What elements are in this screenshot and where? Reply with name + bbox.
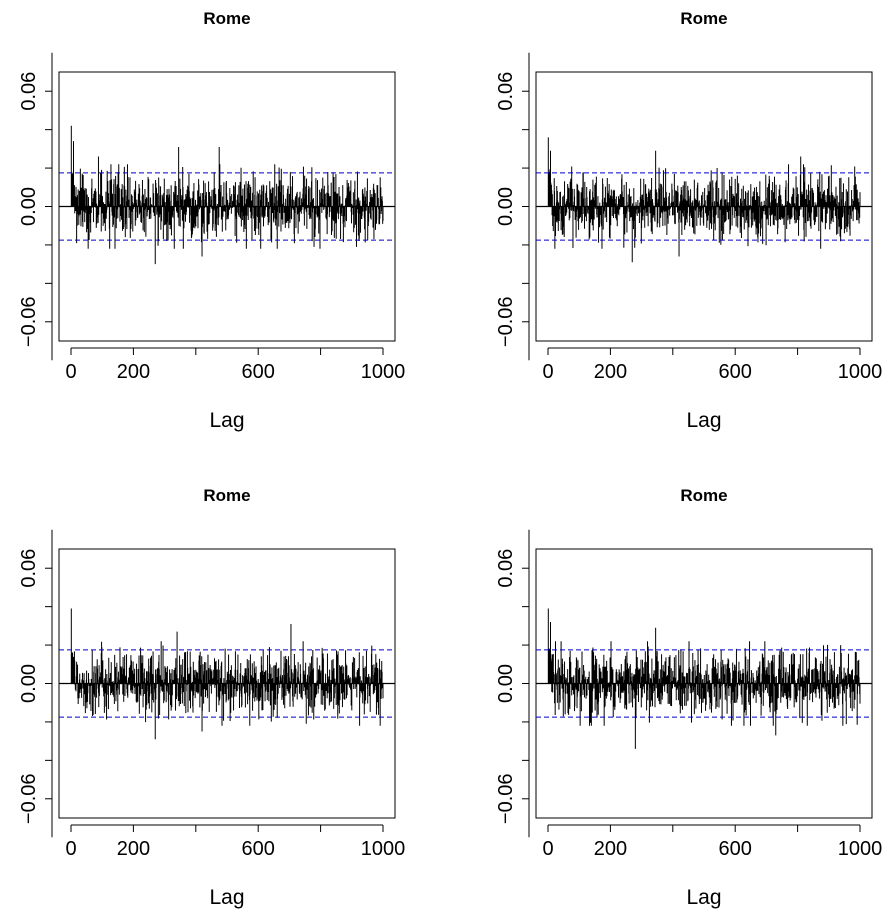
y-tick-label: 0.00 [495,664,517,703]
y-tick-label: −0.06 [18,296,40,347]
y-tick-label: 0.00 [495,187,517,226]
chart-title: Rome [203,9,250,28]
acf-spikes [70,608,384,740]
x-tick-label: 600 [242,838,275,860]
acf-panel-top-left: 0 200 600 1000 −0.06 0.00 0.06 Rome Lag [18,9,405,432]
acf-spikes [547,137,861,263]
acf-bars [70,125,384,265]
x-tick-label: 600 [242,361,275,383]
x-axis-label: Lag [209,409,244,432]
acf-bars [70,608,384,740]
x-axis-label: Lag [686,409,721,432]
y-axis: −0.06 0.00 0.06 [495,529,530,838]
acf-panel-bottom-right: 0 200 600 1000 −0.06 0.00 0.06 Rome Lag [495,486,882,909]
y-tick-label: −0.06 [495,773,517,824]
y-axis: −0.06 0.00 0.06 [495,52,530,361]
x-tick-label: 200 [594,838,627,860]
y-tick-label: 0.06 [18,549,40,588]
y-axis: −0.06 0.00 0.06 [18,529,53,838]
x-axis: 0 200 600 1000 [542,824,883,860]
x-tick-label: 200 [117,838,150,860]
y-axis: −0.06 0.00 0.06 [18,52,53,361]
acf-bars [547,137,861,263]
y-tick-label: 0.00 [18,187,40,226]
chart-title: Rome [203,486,250,505]
x-tick-label: 0 [65,361,76,383]
x-axis: 0 200 600 1000 [542,347,883,383]
y-tick-label: 0.00 [18,664,40,703]
x-axis: 0 200 600 1000 [65,824,406,860]
x-tick-label: 1000 [838,838,883,860]
x-tick-label: 600 [719,361,752,383]
x-tick-label: 0 [542,361,553,383]
x-tick-label: 0 [65,838,76,860]
x-axis-label: Lag [209,886,244,909]
acf-bars [547,608,861,749]
x-tick-label: 1000 [361,361,406,383]
acf-panel-top-right: 0 200 600 1000 −0.06 0.00 0.06 Rome Lag [495,9,882,432]
y-tick-label: 0.06 [495,549,517,588]
x-tick-label: 200 [594,361,627,383]
x-tick-label: 600 [719,838,752,860]
x-axis: 0 200 600 1000 [65,347,406,383]
y-tick-label: −0.06 [495,296,517,347]
x-axis-label: Lag [686,886,721,909]
x-tick-label: 0 [542,838,553,860]
acf-spikes [547,608,861,749]
x-tick-label: 1000 [361,838,406,860]
y-tick-label: −0.06 [18,773,40,824]
y-tick-label: 0.06 [495,72,517,111]
acf-panel-bottom-left: 0 200 600 1000 −0.06 0.00 0.06 Rome Lag [18,486,405,909]
chart-title: Rome [680,9,727,28]
chart-title: Rome [680,486,727,505]
acf-spikes [70,125,384,265]
x-tick-label: 200 [117,361,150,383]
x-tick-label: 1000 [838,361,883,383]
y-tick-label: 0.06 [18,72,40,111]
